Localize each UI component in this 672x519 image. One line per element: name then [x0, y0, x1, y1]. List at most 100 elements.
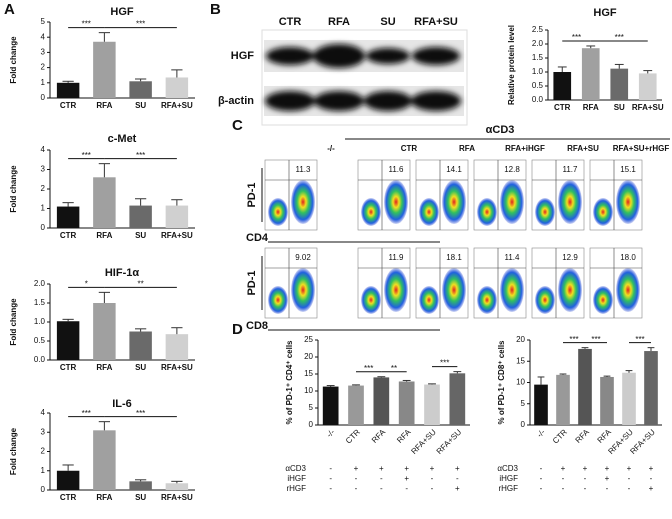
treatment-mark: + — [455, 484, 460, 493]
treatment-name: iHGF — [287, 474, 306, 483]
treatment-mark: + — [404, 464, 409, 473]
x-tick-label: RFA+SU — [409, 427, 438, 456]
column-label: -/- — [327, 144, 335, 153]
bar — [600, 376, 614, 425]
cell-cluster — [558, 268, 582, 312]
panel-label: C — [232, 117, 243, 134]
flow-plot: 11.7 — [531, 159, 585, 231]
bar — [165, 483, 189, 490]
y-tick-label: 1.0 — [34, 317, 46, 326]
treatment-mark: + — [583, 464, 588, 473]
x-tick-label: RFA — [596, 427, 614, 445]
cell-cluster — [558, 180, 582, 224]
cell-cluster — [477, 198, 497, 226]
treatment-mark: - — [562, 484, 565, 493]
cell-cluster — [535, 286, 555, 314]
x-tick-label: RFA+SU — [161, 101, 193, 110]
significance-label: *** — [82, 409, 91, 418]
cell-cluster — [477, 286, 497, 314]
significance-label: *** — [364, 364, 373, 373]
treatment-mark: - — [355, 484, 358, 493]
column-label: RFA+SU — [567, 144, 599, 153]
treatment-mark: - — [584, 484, 587, 493]
bar — [449, 373, 466, 425]
cell-cluster — [535, 198, 555, 226]
x-tick-label: RFA — [395, 427, 413, 445]
flow-plot: 14.1 — [415, 159, 469, 231]
chart-title: c-Met — [108, 133, 137, 145]
cell-cluster — [593, 286, 613, 314]
y-tick-label: 2.0 — [34, 279, 46, 288]
bar — [373, 377, 390, 425]
y-axis-label: Fold change — [9, 298, 18, 346]
treatment-mark: - — [540, 484, 543, 493]
treatment-name: αCD3 — [497, 464, 518, 473]
y-tick-label: 1.0 — [532, 67, 544, 76]
y-tick-label: 4 — [41, 32, 46, 41]
x-tick-label: SU — [135, 101, 146, 110]
significance-label: *** — [591, 335, 600, 344]
cell-cluster — [268, 198, 288, 226]
chart-title: HGF — [110, 6, 134, 18]
cell-cluster — [616, 268, 640, 312]
flow-plot: 18.0 — [589, 247, 643, 319]
percent-label: 18.0 — [620, 253, 636, 262]
flow-plot: 11.3 — [264, 159, 318, 231]
treatment-mark: + — [605, 464, 610, 473]
y-axis-label: Fold change — [9, 165, 18, 213]
treatment-mark: + — [627, 464, 632, 473]
y-tick-label: 5 — [309, 403, 314, 412]
bar — [93, 41, 116, 98]
y-tick-label: 0.5 — [532, 81, 544, 90]
y-tick-label: 0.0 — [34, 355, 46, 364]
x-axis-label: CD8 — [246, 320, 268, 332]
group-label: αCD3 — [486, 124, 515, 136]
y-axis-label: PD-1 — [246, 270, 258, 295]
treatment-mark: - — [540, 464, 543, 473]
column-label: CTR — [401, 144, 418, 153]
significance-label: *** — [615, 33, 624, 42]
significance-label: *** — [635, 335, 644, 344]
flow-plot: 9.02 — [264, 247, 318, 319]
x-tick-label: SU — [614, 103, 625, 112]
y-tick-label: 2 — [41, 184, 46, 193]
y-axis-label: % of PD-1⁺ CD4⁺ cells — [285, 340, 294, 425]
treatment-mark: - — [355, 474, 358, 483]
y-tick-label: 20 — [516, 335, 525, 344]
x-tick-label: RFA — [574, 427, 592, 445]
x-tick-label: SU — [135, 231, 146, 240]
y-axis-label: Relative protein level — [507, 25, 516, 105]
treatment-mark: + — [649, 484, 654, 493]
flow-plot: 12.8 — [473, 159, 527, 231]
blot-row-label: HGF — [231, 50, 255, 62]
bar — [56, 321, 80, 360]
cell-cluster — [500, 180, 524, 224]
percent-label: 9.02 — [295, 253, 311, 262]
bar — [610, 68, 629, 100]
bar — [93, 303, 116, 360]
treatment-mark: + — [354, 464, 359, 473]
significance-label: ** — [138, 279, 144, 288]
treatment-mark: - — [405, 484, 408, 493]
treatment-mark: - — [606, 484, 609, 493]
y-tick-label: 1.5 — [532, 53, 544, 62]
y-tick-label: 15 — [516, 356, 525, 365]
bar — [129, 481, 152, 490]
significance-label: *** — [82, 20, 91, 29]
chart-title: IL-6 — [112, 398, 132, 410]
x-tick-label: RFA — [583, 103, 599, 112]
significance-label: ** — [391, 364, 397, 373]
treatment-mark: - — [329, 484, 332, 493]
x-tick-label: CTR — [60, 363, 77, 372]
y-tick-label: 5 — [41, 17, 46, 26]
treatment-mark: - — [650, 474, 653, 483]
y-axis-label: % of PD-1⁺ CD8⁺ cells — [497, 340, 506, 425]
treatment-mark: - — [431, 474, 434, 483]
cell-cluster — [291, 180, 315, 224]
blot-lane-label: SU — [380, 16, 395, 28]
percent-label: 11.4 — [505, 253, 521, 262]
bar — [129, 81, 152, 98]
x-tick-label: RFA — [370, 427, 388, 445]
treatment-mark: - — [380, 474, 383, 483]
